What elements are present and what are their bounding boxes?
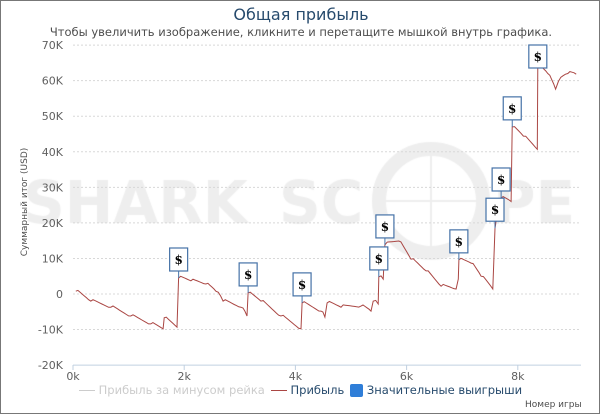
big-win-flag <box>169 247 189 272</box>
y-tick-label: -10K <box>38 324 64 337</box>
flag-label: $ <box>491 203 499 217</box>
legend-label: Прибыль за минусом рейка <box>98 383 265 397</box>
flag-label: $ <box>497 173 505 187</box>
x-tick-label: 2k <box>178 370 192 383</box>
flag-label: $ <box>455 235 463 249</box>
y-tick-label: 40K <box>42 146 64 159</box>
y-tick-label: -20K <box>38 359 64 372</box>
legend-item-big-wins[interactable]: Значительные выигрыши <box>350 383 522 397</box>
legend-label: Прибыль <box>290 383 345 397</box>
x-tick-label: 6k <box>400 370 414 383</box>
big-win-flag <box>491 167 511 192</box>
big-win-flag <box>449 229 469 254</box>
flag-label: $ <box>244 268 252 282</box>
y-tick-label: 0 <box>56 288 63 301</box>
x-axis-label: Номер игры <box>525 400 582 410</box>
legend-swatch-icon <box>350 384 364 397</box>
x-tick-label: 8k <box>511 370 525 383</box>
big-win-flag <box>485 197 505 222</box>
flag-label: $ <box>298 278 306 292</box>
chart-subtitle: Чтобы увеличить изображение, кликните и … <box>49 25 553 39</box>
big-win-flag <box>292 272 312 297</box>
y-tick-label: 20K <box>42 217 64 230</box>
legend: Прибыль за минусом рейка Прибыль Значите… <box>79 383 522 397</box>
big-win-flag <box>502 96 522 121</box>
y-tick-label: 70K <box>42 39 64 52</box>
y-tick-label: 30K <box>42 181 64 194</box>
big-win-flag <box>369 246 389 271</box>
big-win-flag <box>528 44 548 69</box>
legend-item-profit[interactable]: Прибыль <box>270 383 345 397</box>
x-tick-label: 4k <box>289 370 303 383</box>
profit-line <box>75 64 577 330</box>
flag-label: $ <box>174 253 182 267</box>
legend-label: Значительные выигрыши <box>366 383 523 397</box>
legend-line-icon <box>270 390 287 391</box>
legend-item-net-profit[interactable]: Прибыль за минусом рейка <box>79 383 265 397</box>
y-tick-label: 10K <box>42 252 64 265</box>
y-tick-label: 50K <box>42 110 64 123</box>
y-tick-label: 60K <box>42 75 64 88</box>
x-tick-label: 0k <box>66 370 80 383</box>
big-win-flag <box>375 214 395 239</box>
flag-label: $ <box>381 220 389 234</box>
flag-label: $ <box>375 252 383 266</box>
legend-line-icon <box>79 390 95 391</box>
big-win-flag <box>238 262 258 287</box>
flag-label: $ <box>508 102 516 116</box>
chart-title: Общая прибыль <box>233 5 369 24</box>
flag-label: $ <box>534 50 542 64</box>
